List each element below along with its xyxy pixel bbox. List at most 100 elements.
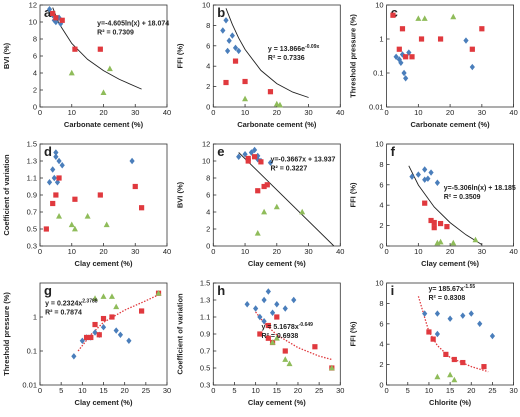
point [421, 15, 428, 21]
point [428, 169, 434, 176]
point [434, 310, 440, 317]
y-tick-label: 10 [29, 18, 37, 27]
point [418, 36, 425, 42]
annotation-text: R² = 0.8308 [429, 295, 466, 302]
y-tick-label: 2 [33, 86, 37, 95]
point [276, 101, 283, 108]
annotation: y = 0.2324x2.3788 [45, 298, 98, 307]
y-tick-label: 10 [375, 140, 383, 149]
point [223, 79, 229, 86]
point [100, 89, 107, 95]
point [468, 310, 474, 317]
point [92, 321, 98, 328]
panel: 0 10 20 30 40 0.3 0.5 0.7 0.9 1.1 1.3 1.5 Clay cemen… [2, 140, 171, 269]
y-tick-label: 2 [206, 82, 210, 91]
annotation-text: y= 185.67x [429, 286, 464, 293]
point [242, 95, 249, 102]
annotation: R² = 0.6938 [262, 333, 299, 340]
point [236, 47, 242, 55]
annotation-text: R² = 0.6938 [262, 333, 299, 340]
x-tick-label: 20 [294, 386, 302, 395]
x-tick-label: 30 [478, 247, 486, 256]
point [422, 310, 428, 317]
point [226, 37, 232, 44]
point [403, 54, 409, 60]
x-tick-label: 10 [68, 247, 76, 256]
point [431, 219, 437, 226]
x-tick-label: 30 [304, 108, 312, 117]
point [242, 78, 248, 85]
point [59, 17, 65, 23]
x-axis-label: Clay cement (%) [421, 259, 479, 268]
y-tick-label: 0.7 [200, 347, 210, 356]
point [469, 63, 475, 71]
panel: 0 10 20 30 40 0 2 4 6 8 10 12 Clay cement (%) BVI (%)… [175, 140, 344, 269]
y-tick-label: 0.3 [27, 242, 37, 251]
y-axis-label: Threshold pressure (%) [349, 14, 358, 98]
y-tick-label: 0.5 [27, 225, 37, 234]
y-tick-label: 0.7 [27, 208, 37, 217]
point [83, 334, 90, 341]
point [103, 221, 110, 228]
x-tick-label: 25 [142, 386, 150, 395]
panel: 0 5 10 15 20 25 30 0.01 0.1 1 Clay cement (%) Thres… [2, 282, 171, 407]
y-tick-label: 4 [33, 69, 37, 78]
panel-label: b [217, 5, 225, 20]
x-axis-label: Clay cement (%) [248, 259, 306, 268]
x-tick-label: 20 [99, 247, 107, 256]
point [396, 46, 402, 52]
x-tick-label: 10 [78, 386, 86, 395]
y-tick-label: 10 [202, 157, 210, 166]
point [273, 203, 280, 210]
y-axis-label: BVI (%) [175, 181, 184, 208]
point [56, 157, 62, 165]
point [265, 288, 271, 295]
x-tick-label: 10 [425, 386, 433, 395]
annotation: R² = 0.7874 [45, 309, 82, 316]
point [245, 158, 251, 164]
x-tick-label: 30 [163, 386, 171, 395]
y-tick-label: 10 [375, 279, 383, 288]
point [50, 200, 56, 207]
x-tick-label: 40 [163, 108, 171, 117]
trend-line [225, 8, 309, 98]
point [396, 56, 402, 63]
trend-line [238, 152, 335, 246]
point [422, 200, 428, 206]
point [463, 37, 469, 44]
annotation-text: R² = 0.3227 [270, 165, 307, 172]
point [428, 217, 434, 224]
point [398, 59, 404, 66]
annotation: y=-5.306ln(x) + 18.185 [444, 185, 516, 192]
y-tick-label: 4 [379, 340, 383, 349]
annotation: y=-0.3667x + 13.937 [270, 156, 335, 163]
point [430, 336, 436, 342]
y-tick-label: 0 [379, 381, 383, 390]
point [447, 315, 453, 322]
panel: 0 5 10 15 20 25 30 0.3 0.5 0.7 0.9 1.1 1.3 1.5 Clay ce… [175, 279, 344, 408]
panel-label: h [217, 283, 225, 298]
point [106, 65, 113, 72]
point [261, 318, 267, 325]
point [401, 69, 407, 77]
point [403, 75, 409, 82]
annotation-text: y = 13.866e [268, 46, 305, 53]
point [88, 334, 94, 341]
trend-line [255, 311, 332, 361]
point [460, 312, 466, 319]
x-tick-label: 5 [59, 386, 63, 395]
x-axis-label: Chlorite (%) [429, 398, 472, 407]
x-tick-label: 10 [241, 108, 249, 117]
x-tick-label: 10 [414, 247, 422, 256]
y-tick-label: 1.1 [200, 313, 210, 322]
point [264, 182, 270, 188]
point [422, 176, 428, 183]
panel-label: f [391, 144, 396, 159]
y-tick-label: 6 [33, 52, 37, 61]
annotation: R² = 0.7309 [97, 29, 134, 36]
point [236, 153, 242, 160]
y-tick-label: 0.1 [27, 347, 37, 356]
point [51, 174, 57, 182]
y-tick-label: 0 [206, 242, 210, 251]
y-tick-label: 12 [202, 140, 210, 149]
